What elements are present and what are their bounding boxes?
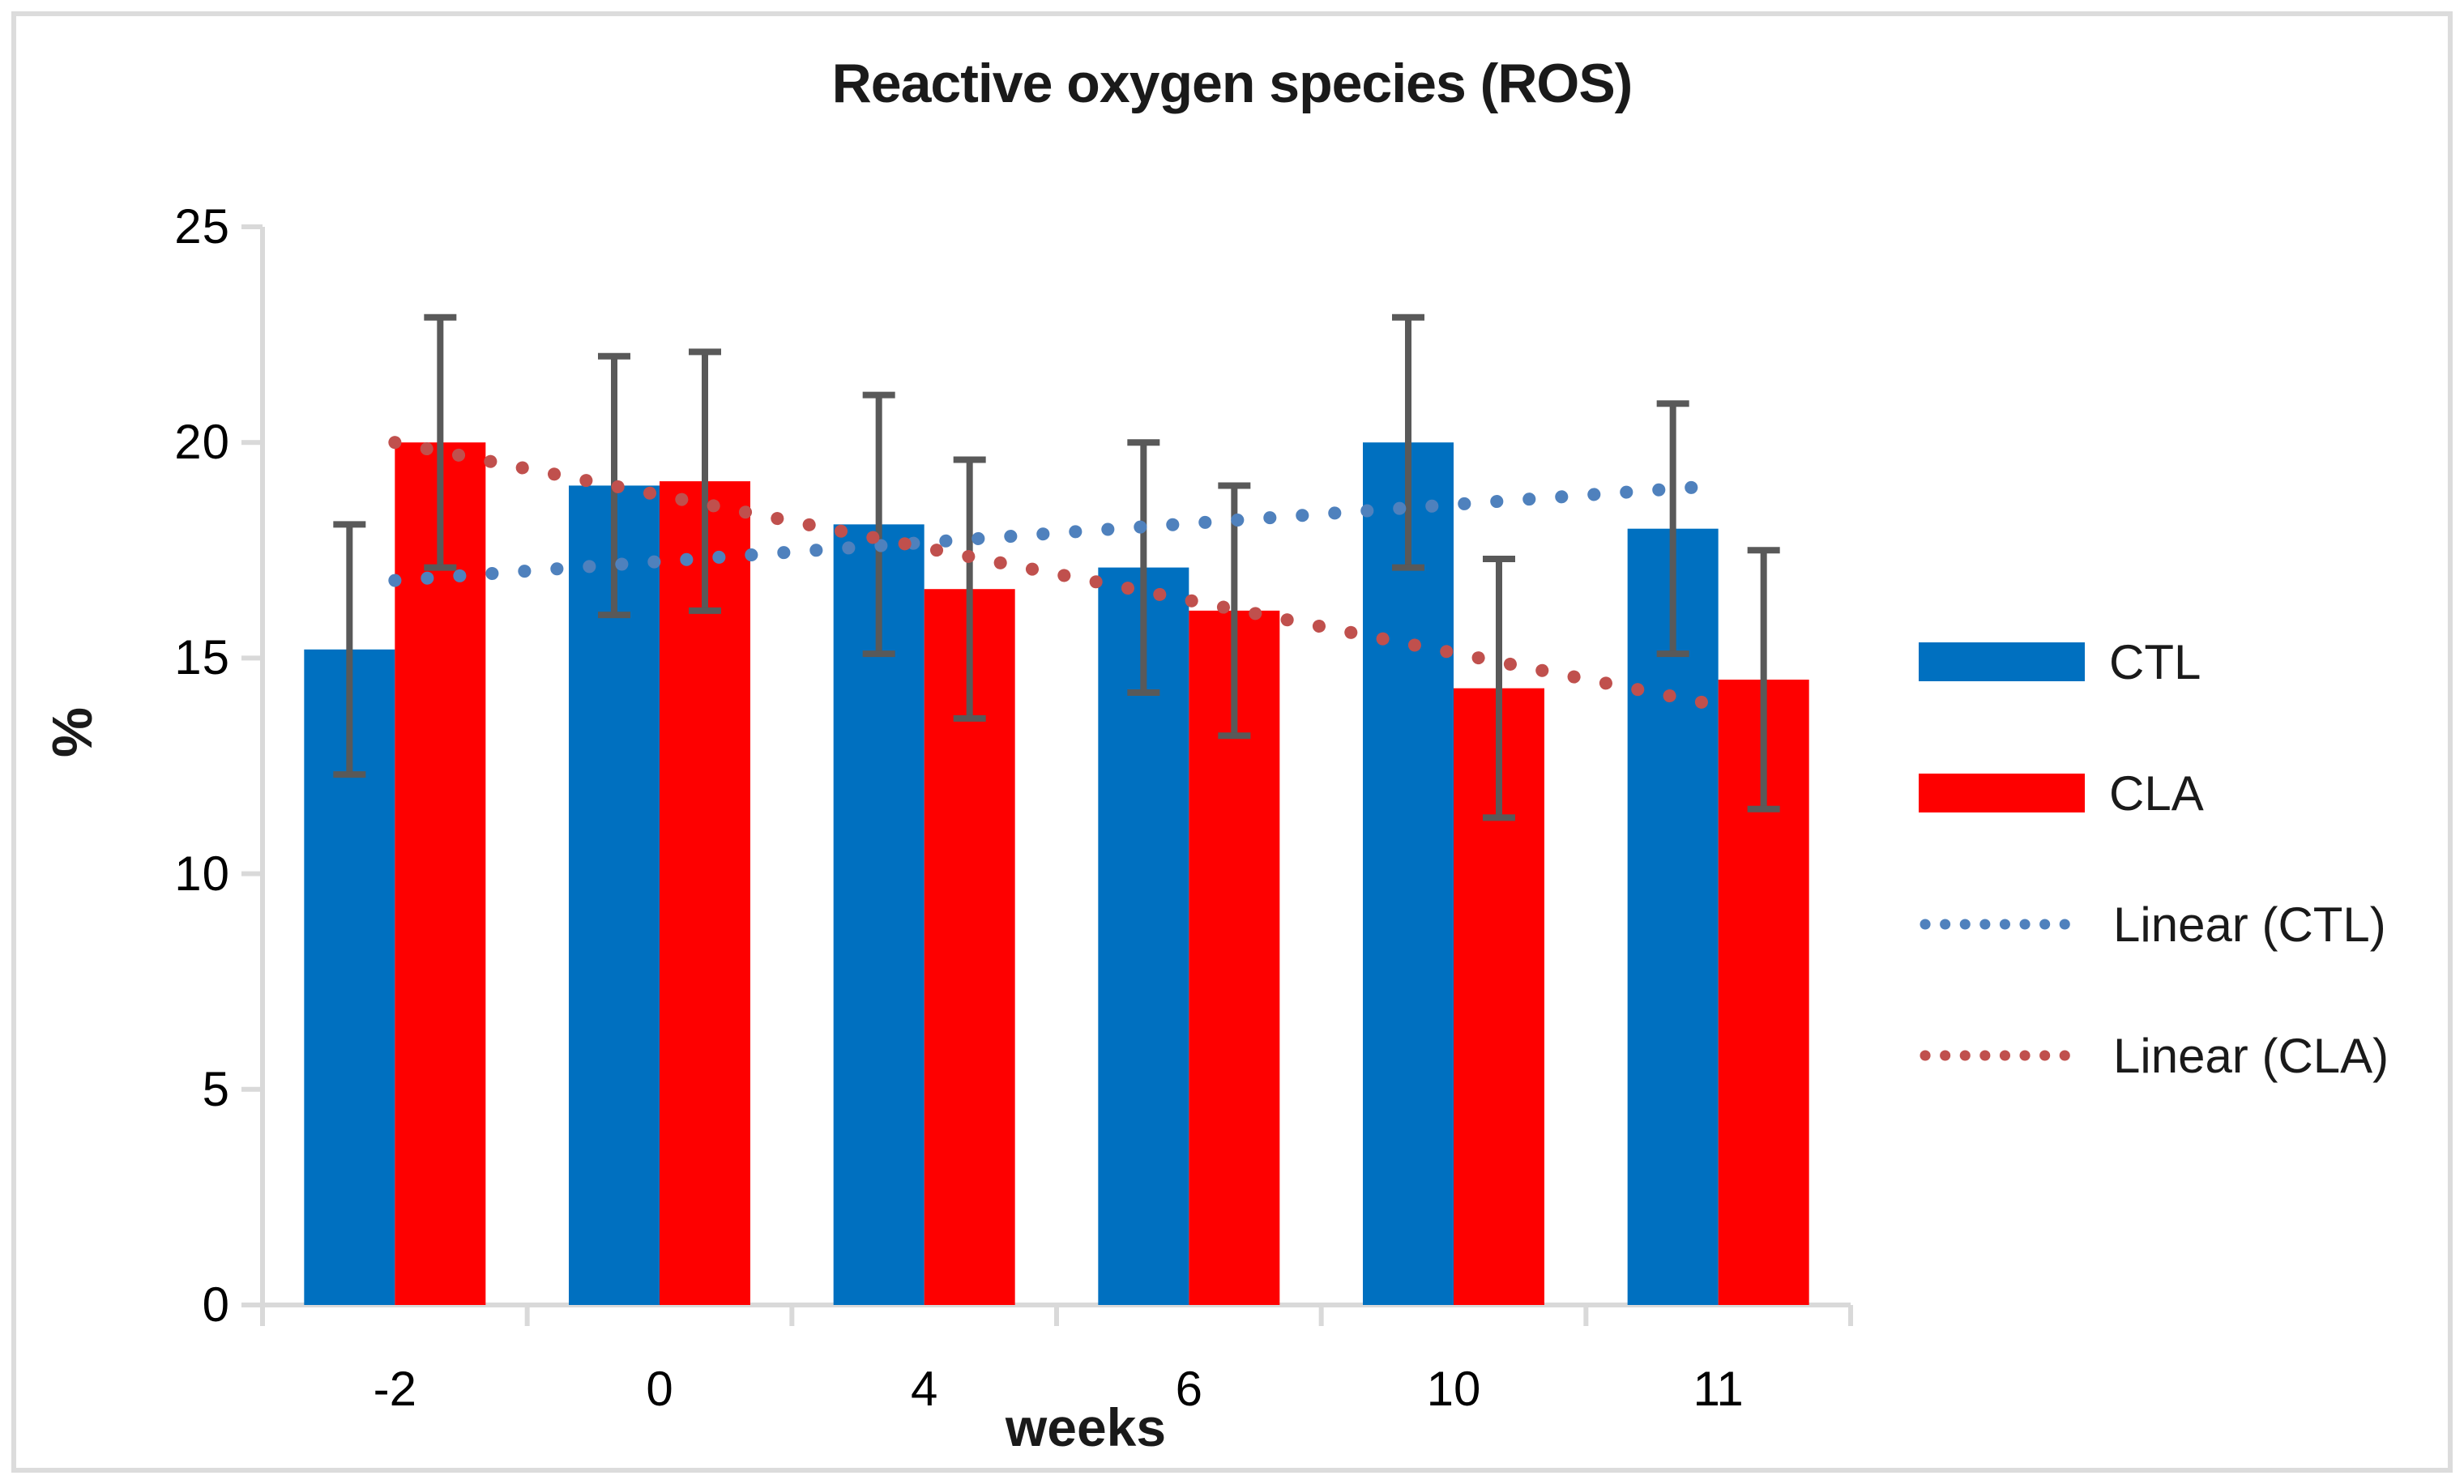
y-tick-label-15: 15 xyxy=(174,630,230,685)
chart-title: Reactive oxygen species (ROS) xyxy=(831,53,1633,114)
x-tick-label-week-10: 10 xyxy=(1426,1362,1481,1416)
legend-entry-linear-ctl: Linear (CTL) xyxy=(1919,898,2389,952)
linear-cla-trendline-swatch xyxy=(1920,1050,2088,1061)
bar-ctl-week-0 xyxy=(569,485,660,1305)
trendline-linear-cla- xyxy=(388,436,1725,712)
x-tick-label-week-0: 0 xyxy=(646,1362,673,1416)
legend-entry-ctl: CTL xyxy=(1919,635,2389,689)
x-axis-title: weeks xyxy=(1005,1397,1167,1457)
legend-entry-cla: CLA xyxy=(1919,766,2389,821)
legend-entry-linear-cla: Linear (CLA) xyxy=(1919,1029,2389,1083)
y-tick-label-5: 5 xyxy=(202,1061,230,1116)
linear-ctl-trendline-swatch xyxy=(1920,919,2088,930)
y-tick-label-10: 10 xyxy=(174,846,230,901)
cla-series-swatch xyxy=(1919,774,2085,812)
bar-ctl-week-11 xyxy=(1627,528,1719,1305)
y-tick-label-20: 20 xyxy=(174,415,230,470)
ctl-series-swatch xyxy=(1919,642,2085,681)
y-tick-label-0: 0 xyxy=(202,1277,230,1332)
x-tick-label-week-6: 6 xyxy=(1175,1362,1203,1416)
y-axis-title: % xyxy=(41,706,104,758)
y-tick-label-25: 25 xyxy=(174,199,230,254)
legend-label-cla: CLA xyxy=(2109,765,2204,821)
legend-label-linear-ctl: Linear (CTL) xyxy=(2113,897,2386,952)
bar-ctl-week-10 xyxy=(1363,442,1454,1306)
x-tick-label-week-4: 4 xyxy=(910,1362,938,1416)
trendline-linear-ctl- xyxy=(388,479,1725,587)
legend: CTL CLA Linear (CTL) Linear (CLA) xyxy=(1919,635,2389,1163)
legend-label-ctl: CTL xyxy=(2109,634,2201,689)
bar-cla-week--2 xyxy=(395,442,486,1306)
x-tick-label-week--2: -2 xyxy=(373,1362,416,1416)
x-tick-label-week-11: 11 xyxy=(1693,1362,1744,1416)
bar-cla-week-0 xyxy=(660,481,750,1305)
legend-label-linear-cla: Linear (CLA) xyxy=(2113,1028,2389,1083)
